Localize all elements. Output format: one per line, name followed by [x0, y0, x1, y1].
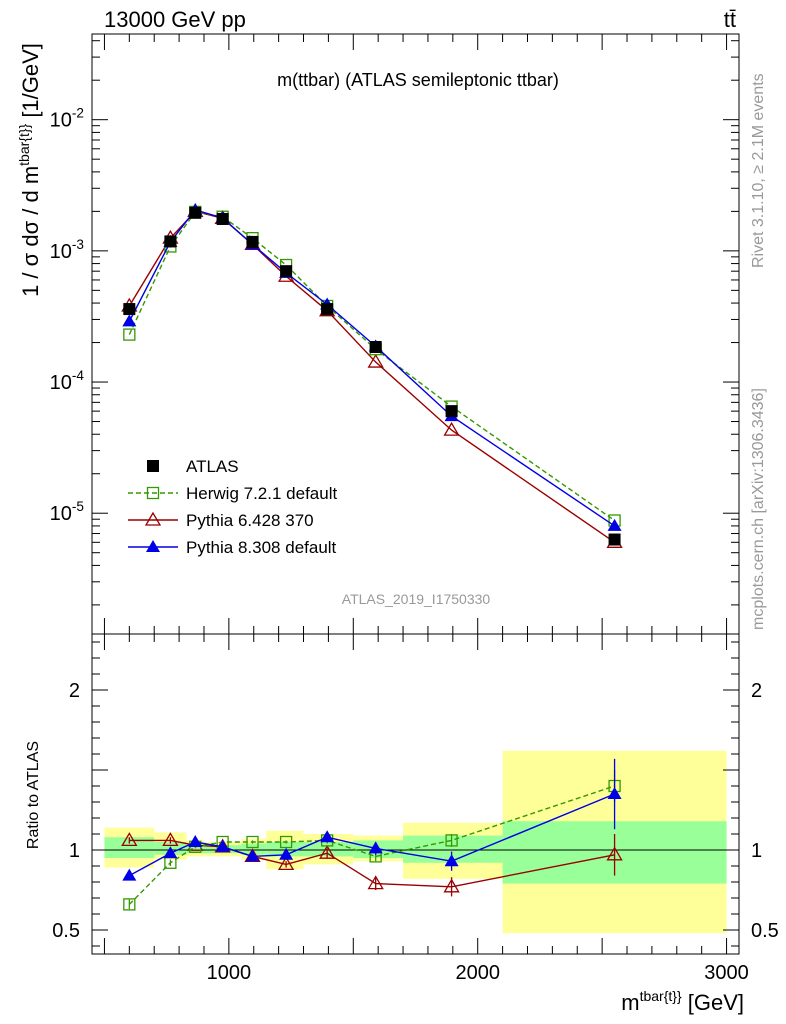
ratio-point-pythia6: [367, 875, 384, 890]
legend-item-data: ATLAS: [147, 457, 239, 476]
ratio-point-pythia6: [121, 832, 138, 847]
ratio-point-pythia8: [320, 830, 335, 843]
band-inner: [241, 843, 267, 855]
point-data: [164, 235, 177, 248]
point-data: [369, 340, 382, 353]
ratio-line-pythia8: [128, 793, 615, 877]
ratio-series-group: [121, 758, 623, 911]
ratio-y-tick-label-right: 2: [751, 680, 762, 702]
ratio-series-herwig: [123, 770, 621, 911]
point-data: [445, 405, 458, 418]
point-pythia8: [607, 518, 622, 531]
series-data: [123, 206, 621, 546]
main-y-axis: 10-5 10-4 10-3 10-2: [50, 40, 739, 606]
legend-item-pythia8: Pythia 8.308 default: [128, 538, 337, 557]
legend: ATLAS Herwig 7.2.1 default Pythia 6.428 37…: [128, 457, 337, 557]
point-data: [189, 206, 202, 219]
legend-marker-pythia6: [144, 511, 162, 526]
point-data: [280, 265, 293, 278]
ratio-y-tick-label-left: 1: [69, 840, 80, 862]
series-line-pythia8: [128, 209, 615, 527]
ratio-plot-frame: [91, 633, 740, 955]
main-y-tick-label: 10-4: [50, 368, 85, 394]
ratio-point-pythia8: [444, 854, 459, 867]
ratio-point-pythia8: [163, 846, 178, 859]
x-tick-label: 1000: [207, 962, 252, 984]
point-pythia8: [122, 314, 137, 327]
legend-label-pythia8: Pythia 8.308 default: [186, 538, 337, 557]
series-herwig: [123, 205, 621, 527]
ratio-point-pythia8: [279, 847, 294, 860]
x-tick-label: 3000: [704, 962, 749, 984]
legend-item-herwig: Herwig 7.2.1 default: [128, 484, 337, 503]
ratio-point-pythia6: [277, 856, 295, 871]
main-y-tick-label: 10-3: [50, 237, 84, 263]
energy-label: 13000 GeV pp: [104, 7, 246, 32]
ratio-point-pythia6: [443, 878, 460, 893]
band-inner: [186, 845, 204, 854]
x-axis: 1000 2000 3000: [103, 34, 749, 984]
band-inner: [266, 842, 304, 857]
ratio-line-herwig: [128, 785, 615, 905]
ratio-point-pythia8: [368, 841, 383, 854]
legend-label-herwig: Herwig 7.2.1 default: [186, 484, 337, 503]
point-herwig: [123, 328, 136, 341]
band-inner: [104, 837, 155, 858]
ratio-y-tick-label-left: 2: [69, 680, 80, 702]
ratio-y-axis-label: Ratio to ATLAS: [25, 741, 42, 849]
legend-marker-pythia8: [146, 540, 160, 552]
ratio-point-herwig: [445, 834, 458, 847]
ratio-point-pythia6: [606, 846, 623, 861]
series-line-herwig: [128, 211, 615, 522]
ratio-y-tick-label-right: 0.5: [751, 920, 779, 942]
legend-marker-data: [147, 460, 159, 472]
point-data: [608, 533, 621, 546]
ratio-point-pythia6: [162, 832, 179, 847]
ratio-point-pythia6: [319, 844, 336, 859]
ratio-point-herwig: [279, 835, 293, 849]
rivet-label: Rivet 3.1.10, ≥ 2.1M events: [750, 73, 767, 268]
point-data: [216, 212, 229, 225]
main-series-group: [121, 202, 623, 548]
mcplots-label: mcplots.cern.ch [arXiv:1306.3436]: [750, 388, 767, 630]
ratio-point-pythia8: [122, 868, 137, 881]
ratio-panel: Ratio to ATLAS 0.5 0.5 1 1 2 2: [25, 633, 779, 955]
ratio-point-pythia8: [245, 849, 260, 862]
point-data: [321, 303, 334, 316]
main-y-tick-label: 10-5: [50, 499, 84, 525]
ratio-point-pythia8: [215, 839, 230, 852]
analysis-watermark: ATLAS_2019_I1750330: [342, 591, 491, 607]
main-y-tick-label: 10-2: [50, 106, 84, 132]
x-tick-label: 2000: [455, 962, 500, 984]
legend-marker-herwig: [146, 486, 160, 500]
point-data: [123, 303, 136, 316]
legend-label-pythia6: Pythia 6.428 370: [186, 511, 314, 530]
series-line-pythia6: [128, 210, 615, 543]
ratio-point-herwig: [246, 835, 259, 849]
main-y-axis-label: 1 / σ dσ / d mtbar{t}} [1/GeV]: [16, 43, 43, 297]
legend-label-data: ATLAS: [186, 457, 239, 476]
ratio-series-pythia8: [122, 758, 622, 881]
point-pythia6: [443, 421, 460, 436]
ratio-point-herwig: [123, 898, 136, 911]
point-pythia6: [367, 353, 384, 368]
legend-item-pythia6: Pythia 6.428 370: [128, 511, 314, 530]
ratio-line-pythia6: [129, 839, 615, 888]
ratio-point-pythia8: [607, 787, 622, 799]
point-data: [246, 235, 259, 248]
process-label: tt̄: [724, 7, 736, 32]
main-panel: m(ttbar) (ATLAS semileptonic ttbar) ATLA…: [16, 33, 740, 635]
ratio-y-tick-label-right: 1: [751, 840, 762, 862]
ratio-point-pythia8: [188, 835, 203, 847]
x-axis-label: mtbar{t}} [GeV]: [621, 988, 744, 1015]
ratio-y-tick-label-left: 0.5: [52, 920, 80, 942]
main-title: m(ttbar) (ATLAS semileptonic ttbar): [277, 70, 559, 90]
ratio-y-axis: 0.5 0.5 1 1 2 2: [52, 641, 779, 947]
